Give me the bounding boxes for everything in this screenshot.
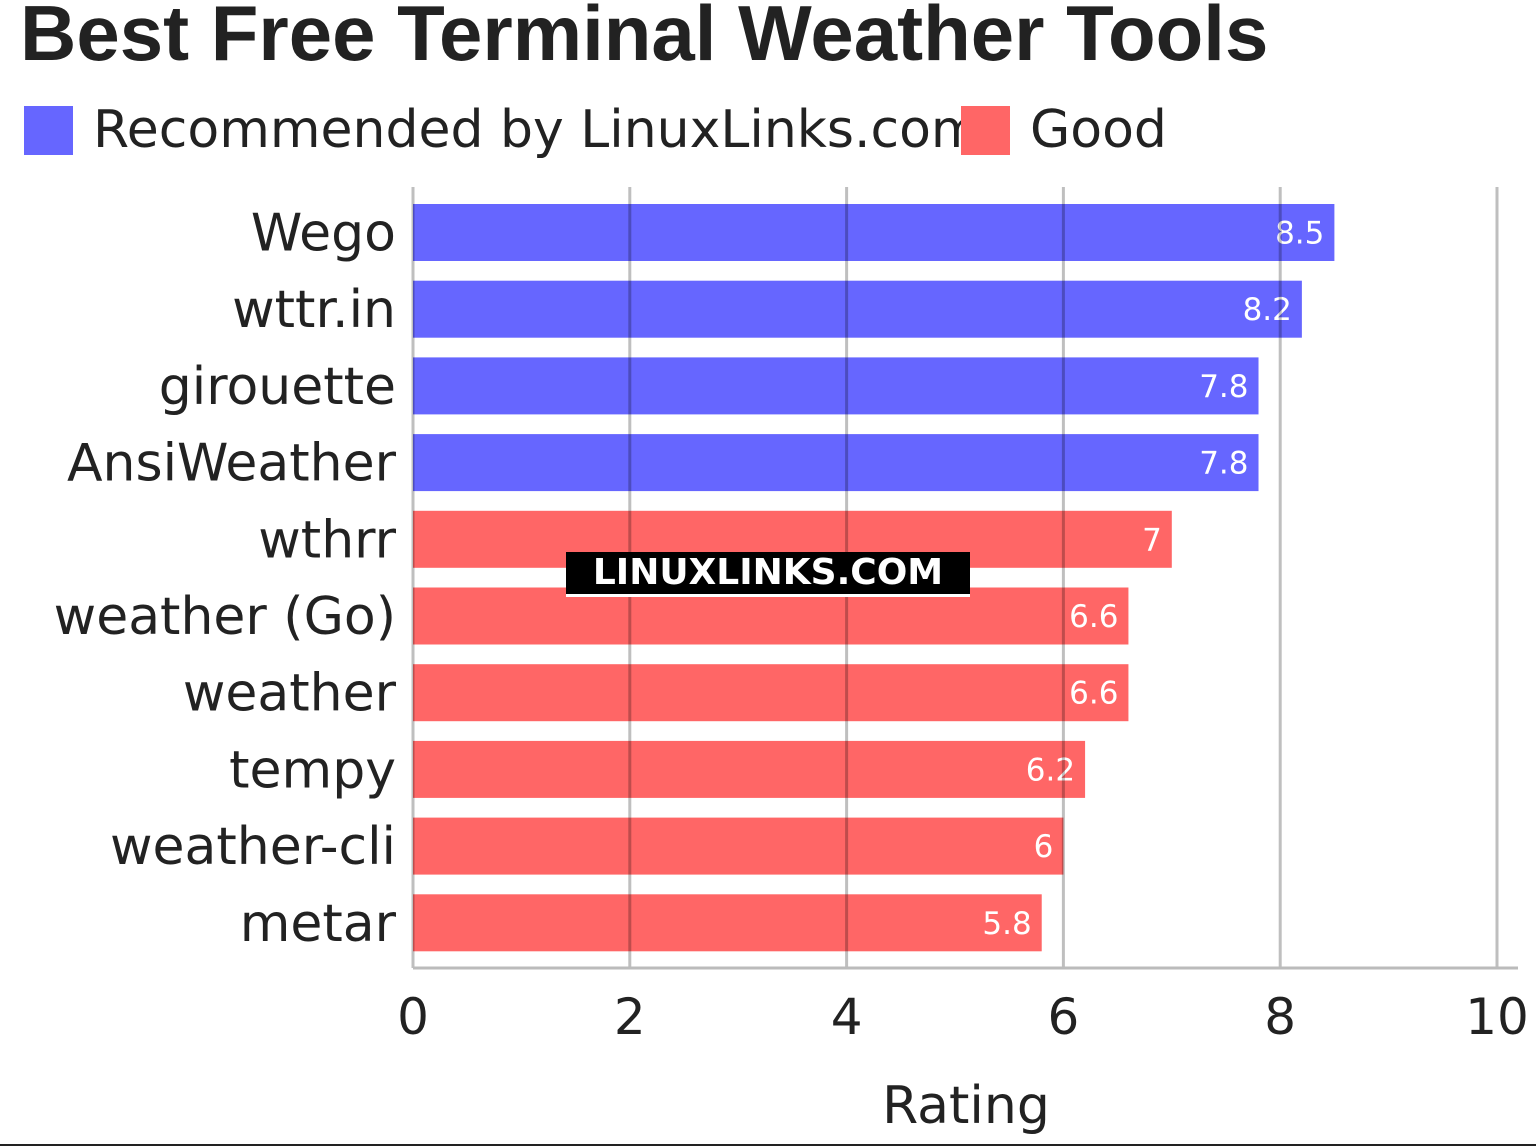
x-tick-label: 10 <box>1465 988 1529 1046</box>
legend-item-recommended: Recommended by LinuxLinks.com <box>24 100 982 160</box>
data-label: 8.5 <box>1275 216 1324 252</box>
x-tick-label: 6 <box>1047 988 1079 1046</box>
bar-weather-cli <box>413 817 1064 875</box>
category-label: wthrr <box>258 510 396 570</box>
category-label: metar <box>240 894 397 954</box>
legend-label-good: Good <box>1030 100 1167 160</box>
legend-label-recommended: Recommended by LinuxLinks.com <box>93 100 982 160</box>
data-label: 6.6 <box>1069 676 1118 712</box>
category-label: tempy <box>229 740 396 800</box>
data-label: 7.8 <box>1199 369 1248 405</box>
bar-ansiweather <box>413 434 1259 492</box>
legend-swatch-recommended <box>24 105 73 155</box>
data-label: 6.2 <box>1026 752 1075 788</box>
category-label: weather <box>183 664 397 724</box>
bottom-divider <box>0 1144 1536 1146</box>
x-tick-label: 0 <box>397 988 429 1046</box>
data-label: 6 <box>1034 829 1054 865</box>
bar-tempy <box>413 740 1086 798</box>
category-label: Wego <box>251 204 396 264</box>
bar-girouette <box>413 357 1259 415</box>
bar-wttr-in <box>413 280 1302 338</box>
data-label: 7.8 <box>1199 446 1248 482</box>
bar-wego <box>413 204 1335 261</box>
data-label: 6.6 <box>1069 599 1118 635</box>
data-label: 5.8 <box>982 906 1031 942</box>
data-label: 8.2 <box>1243 292 1292 328</box>
chart-title: Best Free Terminal Weather Tools <box>20 0 1269 77</box>
category-label: girouette <box>159 357 396 417</box>
x-tick-label: 4 <box>831 988 863 1046</box>
watermark: LINUXLINKS.COM <box>566 552 970 597</box>
category-label: AnsiWeather <box>67 434 397 494</box>
x-axis-title: Rating <box>882 1076 1050 1136</box>
x-tick-label: 8 <box>1264 988 1296 1046</box>
category-label: weather (Go) <box>54 587 396 647</box>
x-tick-label: 2 <box>614 988 646 1046</box>
category-label: weather-cli <box>110 817 396 877</box>
category-label: wttr.in <box>232 280 396 340</box>
bar-weather-go- <box>413 587 1129 645</box>
bar-metar <box>413 894 1042 952</box>
legend-item-good: Good <box>961 100 1167 160</box>
bar-weather <box>413 664 1129 722</box>
legend-swatch-good <box>961 105 1010 155</box>
data-label: 7 <box>1142 522 1162 558</box>
